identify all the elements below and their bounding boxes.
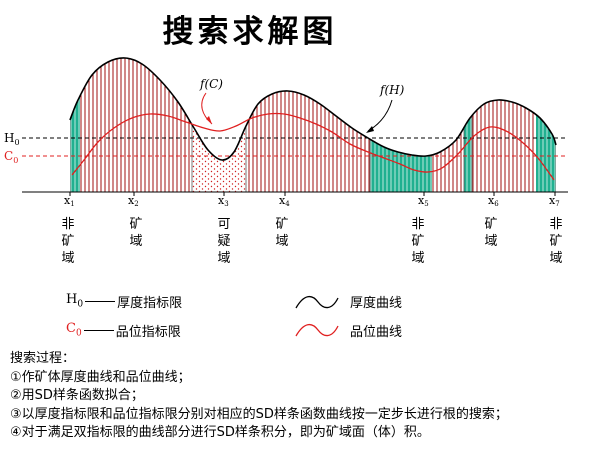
process-step-3: ③以厚度指标限和品位指标限分别对相应的SD样条函数曲线按一定步长进行根的搜索； [10,406,508,422]
process-step-2: ②用SD样条函数拟合； [10,388,144,403]
c0-label: C0 [4,149,18,165]
legend-c0-row: C0 品位指标限 [66,319,181,341]
fc-curve-label: f(C) [199,77,223,91]
hatched-regions [70,57,556,192]
legend-c0-text: 品位指标限 [115,324,181,340]
fh-leader-arrowhead [366,126,374,133]
diagram-title: 搜索求解图 [162,14,338,50]
zone-label-2: 矿域 [129,217,143,249]
x-tick-marks: x1 x2 x3 x4 x5 x6 x7 [64,192,560,208]
zone-label-5: 非矿域 [411,217,425,266]
ore-band-2 [246,57,370,192]
search-solution-diagram: x1 x2 x3 x4 x5 x6 x7 H0 C0 f(C) f(H) [4,57,568,208]
process-heading: 搜索过程： [10,351,76,366]
x-tick-label-3: x3 [218,194,229,208]
suspicious-band [192,57,246,192]
x-tick-label-5: x5 [418,194,429,208]
fh-curve-label: f(H) [379,83,405,97]
x-tick-label-6: x6 [488,194,499,208]
zone-label-3: 可疑域 [217,217,231,266]
grade-curve [71,112,555,181]
legend-h0-text: 厚度指标限 [117,295,183,311]
process-step-1: ①作矿体厚度曲线和品位曲线； [10,369,191,385]
legend-grade-curve-icon [295,324,339,337]
legend-c0-dash [83,329,114,331]
waste-band-middle [370,57,432,192]
zone-label-7: 非矿域 [549,217,563,266]
legend-thickness-curve-text: 厚度曲线 [350,295,403,311]
fc-leader-arrowhead [206,116,212,124]
legend-h0-dash [85,300,116,302]
legend-h0-symbol: H0 [66,292,84,310]
ore-band-3b [472,57,536,192]
ore-band-3a [432,57,464,192]
zone-label-1: 非矿域 [61,217,75,266]
process-step-4: ④对于满足双指标限的曲线部分进行SD样条积分，即为矿域面（体）积。 [10,425,430,440]
zone-label-4: 矿域 [275,217,289,249]
fh-label-leader [367,99,393,132]
legend-thickness-curve-icon [295,296,339,309]
h0-label: H0 [4,131,20,147]
x-tick-label-2: x2 [128,194,139,208]
search-process: 搜索过程： ①作矿体厚度曲线和品位曲线； ②用SD样条函数拟合； ③以厚度指标限… [10,350,610,443]
thickness-curve [69,57,557,161]
x-tick-label-1: x1 [64,194,75,208]
waste-band-left [70,57,80,192]
x-tick-label-7: x7 [549,194,560,208]
waste-band-gap [464,57,472,192]
legend-grade-curve-text: 品位曲线 [350,324,403,340]
legend-c0-symbol: C0 [66,321,82,339]
zone-label-6: 矿域 [484,217,498,249]
x-tick-label-4: x4 [279,194,290,208]
legend-h0-row: H0 厚度指标限 [66,290,182,312]
legend: H0 厚度指标限 C0 品位指标限 厚度曲线 品位曲线 [66,288,446,348]
